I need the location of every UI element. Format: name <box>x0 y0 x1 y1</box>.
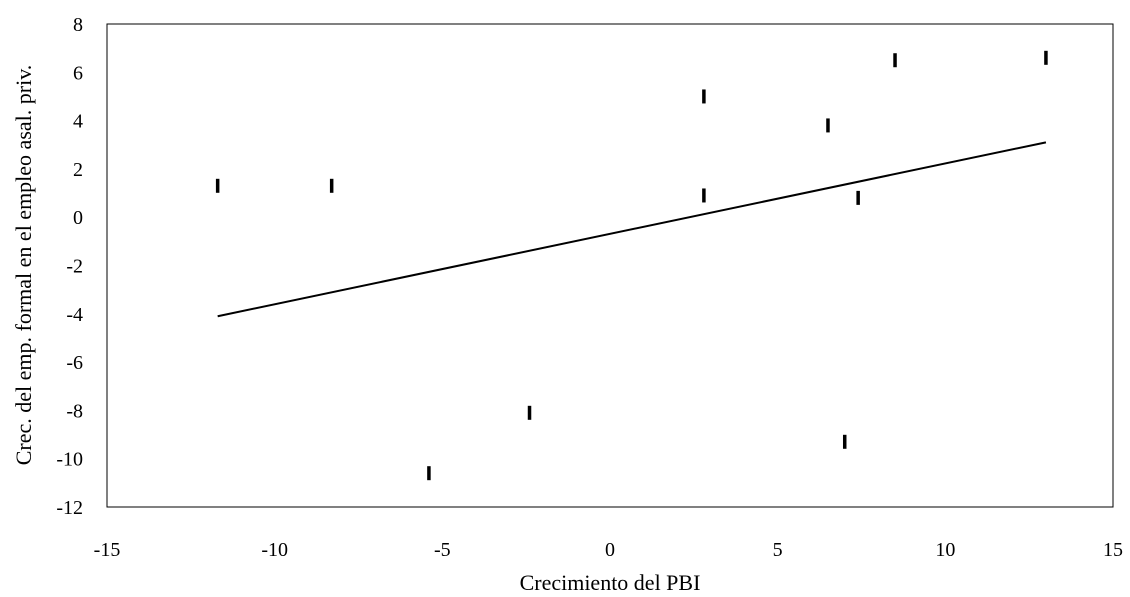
y-tick-label: -12 <box>56 497 83 519</box>
y-tick-label: -2 <box>66 256 83 278</box>
y-axis-title: Crec. del emp. formal en el empleo asal.… <box>11 65 36 466</box>
trendline <box>217 141 1047 318</box>
x-tick-label: 10 <box>935 539 955 561</box>
y-tick-label: 8 <box>73 14 83 36</box>
y-tick-label: 0 <box>73 207 83 229</box>
data-points <box>215 50 1048 481</box>
y-axis-tick-labels: -12 -10 -8 -6 -4 -2 0 2 4 6 8 <box>56 14 83 519</box>
y-tick-label: 2 <box>73 159 83 181</box>
plot-frame <box>106 23 1114 508</box>
y-tick-label: -10 <box>56 449 83 471</box>
x-axis-title: Crecimiento del PBI <box>520 570 701 595</box>
y-tick-label: 4 <box>73 111 83 133</box>
x-tick-label: -15 <box>94 539 121 561</box>
x-tick-label: -5 <box>434 539 451 561</box>
y-tick-label: -8 <box>66 400 83 422</box>
x-tick-label: 0 <box>605 539 615 561</box>
x-tick-label: 5 <box>773 539 783 561</box>
y-tick-label: -4 <box>66 304 83 326</box>
y-tick-label: -6 <box>66 352 83 374</box>
x-tick-label: -10 <box>261 539 288 561</box>
x-axis-tick-labels: -15 -10 -5 0 5 10 15 <box>94 539 1123 561</box>
x-tick-label: 15 <box>1103 539 1123 561</box>
y-tick-label: 6 <box>73 62 83 84</box>
